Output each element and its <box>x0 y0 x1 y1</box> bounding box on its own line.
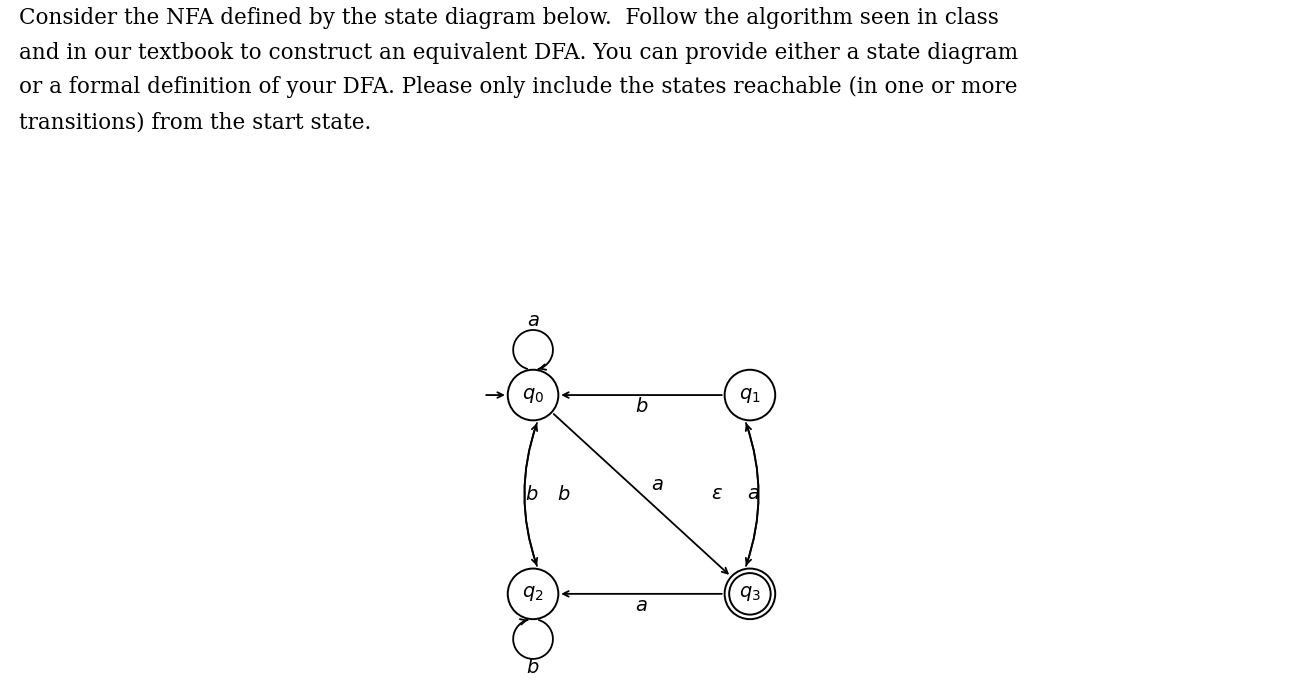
Text: Consider the NFA defined by the state diagram below.  Follow the algorithm seen : Consider the NFA defined by the state di… <box>19 7 1018 133</box>
Circle shape <box>725 569 775 619</box>
Text: $\mathit{a}$: $\mathit{a}$ <box>651 477 664 494</box>
Circle shape <box>508 370 558 420</box>
Text: $\mathit{b}$: $\mathit{b}$ <box>526 658 540 677</box>
Text: $q_1$: $q_1$ <box>739 385 761 404</box>
Circle shape <box>508 569 558 619</box>
Text: $q_0$: $q_0$ <box>522 385 544 404</box>
Text: $\mathit{a}$: $\mathit{a}$ <box>747 486 760 503</box>
Text: $\mathit{a}$: $\mathit{a}$ <box>636 597 647 614</box>
Text: $q_2$: $q_2$ <box>522 584 544 604</box>
Text: $\mathit{a}$: $\mathit{a}$ <box>527 312 539 330</box>
Text: $\mathit{b}$: $\mathit{b}$ <box>525 485 539 504</box>
Circle shape <box>725 370 775 420</box>
Text: $\mathit{b}$: $\mathit{b}$ <box>634 398 649 416</box>
Text: $q_3$: $q_3$ <box>739 584 761 604</box>
Text: $\varepsilon$: $\varepsilon$ <box>712 486 724 503</box>
Text: $\mathit{b}$: $\mathit{b}$ <box>557 485 571 504</box>
